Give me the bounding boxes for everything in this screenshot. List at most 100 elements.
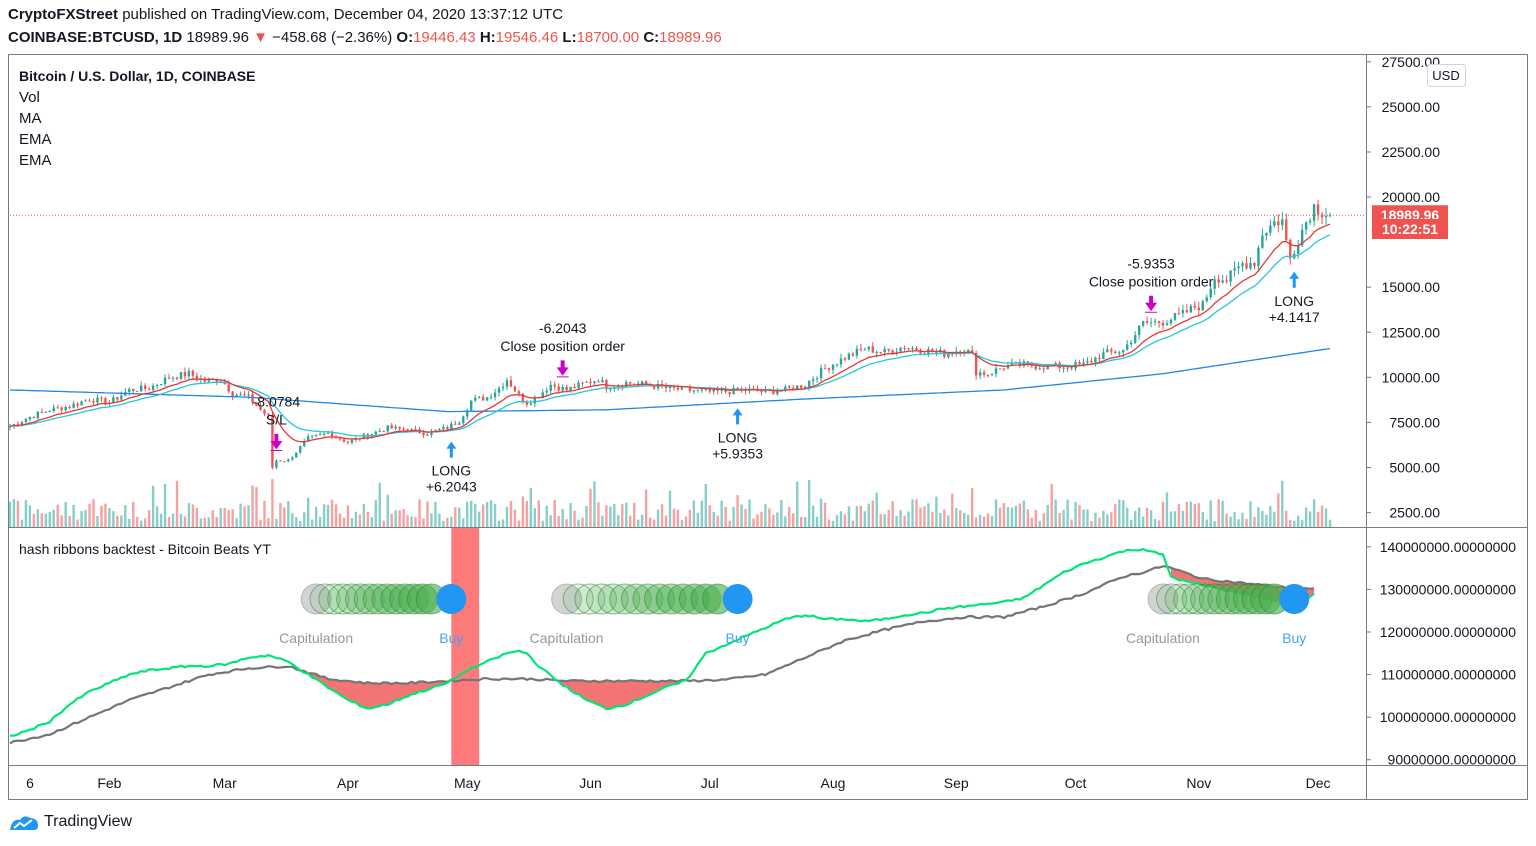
volume-bar: [458, 507, 461, 527]
price-tick-label: 5000.00: [1389, 459, 1440, 475]
axes: 27500.00 25000.00 22500.00 20000.00 15000.00…: [26, 54, 1516, 791]
exit-value: -6.2043: [539, 320, 587, 336]
candle-body: [847, 353, 851, 360]
volume-bar: [907, 511, 910, 527]
candle-body: [470, 400, 473, 411]
candle-body: [1042, 368, 1045, 370]
volume-bar: [1133, 510, 1137, 527]
volume-bar: [68, 516, 71, 527]
candle-body: [128, 388, 131, 393]
candle-body: [1161, 322, 1165, 326]
legend-ema-1[interactable]: EMA: [19, 131, 52, 148]
candle-body: [895, 351, 898, 354]
candle-body: [1237, 266, 1240, 269]
legend-title: Bitcoin / U.S. Dollar, 1D, COINBASE: [19, 68, 255, 84]
volume-bar: [1328, 519, 1332, 527]
candle-body: [322, 433, 326, 435]
candle-body: [334, 437, 338, 439]
candle-body: [1269, 225, 1272, 233]
volume-bar: [120, 515, 123, 527]
entry-value: +5.9353: [712, 445, 763, 461]
volume-bar: [577, 519, 580, 527]
currency-badge[interactable]: [1427, 64, 1466, 87]
candle-body: [279, 460, 282, 462]
ma-200-line: [9, 347, 1331, 413]
legend-vol[interactable]: Vol: [19, 89, 40, 106]
candle-body: [147, 388, 151, 390]
candle-body: [295, 452, 298, 458]
volume-bar: [617, 515, 620, 527]
candle-body: [692, 390, 696, 392]
entry-label: LONG: [1274, 293, 1314, 309]
candle-body: [52, 407, 55, 412]
volume-bar: [342, 517, 346, 527]
volume-bar: [1213, 520, 1216, 527]
hash-tick-label: 110000000.00000000: [1381, 667, 1516, 683]
candle-body: [640, 381, 644, 384]
candle-body: [326, 432, 330, 434]
open-value: 19446.43: [413, 29, 476, 46]
candle-body: [891, 350, 894, 354]
volume-bar: [732, 506, 735, 527]
volume-bar: [660, 504, 664, 527]
candle-body: [1118, 352, 1121, 354]
candle-body: [390, 425, 393, 429]
volume-bar: [366, 511, 370, 527]
volume-bar: [803, 517, 807, 527]
volume-bar: [1245, 518, 1248, 527]
legend-ma[interactable]: MA: [19, 110, 42, 127]
capitulation-band: [451, 528, 480, 765]
candle-body: [569, 386, 572, 391]
candle-body: [84, 400, 87, 402]
capitulation-bubble: [327, 583, 359, 615]
candle-body: [1177, 313, 1181, 315]
volume-bar: [235, 518, 238, 527]
candle-body: [48, 411, 51, 413]
volume-bar: [80, 511, 83, 527]
volume-bar: [275, 518, 278, 527]
hash-tick-label: 100000000.00000000: [1380, 709, 1516, 725]
volume-bar: [1058, 513, 1061, 527]
volume-bar: [394, 510, 397, 527]
volume-bar: [736, 495, 739, 527]
volume-bar: [1022, 500, 1026, 527]
candle-body: [493, 392, 497, 398]
candle-body: [1241, 263, 1244, 267]
volume-bar: [390, 514, 393, 527]
volume-bar: [867, 503, 870, 527]
volume-bar: [672, 508, 676, 527]
indicator-title[interactable]: hash ribbons backtest - Bitcoin Beats YT: [19, 541, 271, 557]
volume-bar: [688, 509, 692, 527]
volume-bar: [1062, 509, 1065, 527]
volume-bar: [1169, 511, 1173, 527]
tradingview-brand[interactable]: TradingView: [8, 812, 132, 832]
volume-bar: [112, 511, 115, 527]
candle-body: [724, 389, 727, 393]
volume-bar: [800, 516, 803, 527]
candle-body: [732, 387, 735, 395]
capitulation-bubble: [1164, 583, 1196, 615]
exit-arrow-icon: [556, 360, 569, 378]
candle-body: [585, 381, 588, 383]
candle-body: [100, 397, 103, 399]
publisher-name[interactable]: CryptoFXStreet: [8, 6, 119, 23]
volume-bar: [927, 503, 930, 527]
low-label: L:: [562, 29, 577, 46]
volume-bar: [1241, 512, 1244, 527]
volume-bar: [20, 519, 24, 527]
candle-body: [668, 385, 672, 389]
capitulation-bubble: [353, 583, 385, 615]
candle-body: [1018, 361, 1022, 366]
legend-ema-2[interactable]: EMA: [19, 152, 52, 169]
candle-body: [72, 403, 75, 408]
time-tick-label: Dec: [1306, 775, 1331, 791]
price-tick-label: 20000.00: [1382, 189, 1441, 205]
candle-body: [1205, 297, 1208, 302]
volume-bar: [919, 507, 922, 527]
candle-body: [8, 426, 12, 428]
candle-body: [708, 389, 711, 392]
volume-bar: [247, 505, 250, 527]
published-text: published on TradingView.com, December 0…: [122, 6, 564, 23]
candle-body: [20, 422, 24, 425]
